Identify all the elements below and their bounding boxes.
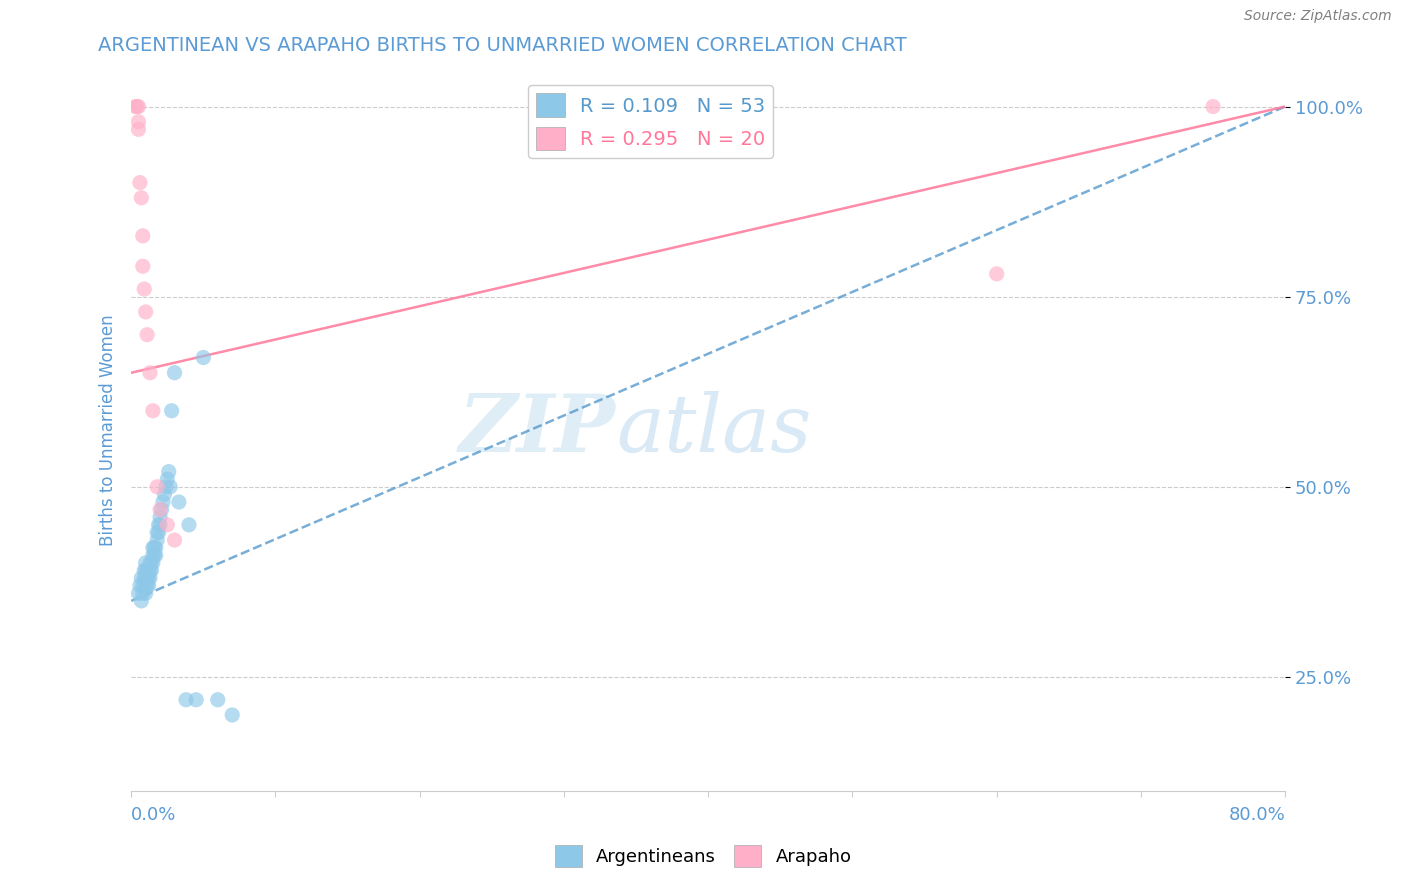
Point bbox=[150, 502, 173, 516]
Y-axis label: Births to Unmarried Women: Births to Unmarried Women bbox=[100, 314, 117, 546]
Point bbox=[148, 517, 170, 532]
Point bbox=[125, 99, 148, 113]
Point bbox=[142, 548, 165, 562]
Point bbox=[153, 487, 176, 501]
Point bbox=[135, 564, 157, 578]
Point bbox=[127, 99, 149, 113]
Point bbox=[138, 564, 160, 578]
Point bbox=[135, 579, 157, 593]
Legend: R = 0.109   N = 53, R = 0.295   N = 20: R = 0.109 N = 53, R = 0.295 N = 20 bbox=[527, 86, 773, 158]
Point bbox=[136, 579, 159, 593]
Point bbox=[143, 548, 166, 562]
Point bbox=[157, 465, 180, 479]
Point bbox=[207, 692, 229, 706]
Point bbox=[134, 571, 156, 585]
Point bbox=[132, 586, 155, 600]
Point bbox=[135, 586, 157, 600]
Point bbox=[136, 327, 159, 342]
Point bbox=[132, 259, 155, 273]
Point bbox=[174, 692, 197, 706]
Point bbox=[143, 541, 166, 555]
Text: Source: ZipAtlas.com: Source: ZipAtlas.com bbox=[1244, 9, 1392, 23]
Point bbox=[136, 564, 159, 578]
Point bbox=[139, 564, 162, 578]
Point bbox=[160, 403, 183, 417]
Point bbox=[127, 114, 149, 128]
Point bbox=[138, 571, 160, 585]
Point bbox=[131, 571, 153, 585]
Text: 0.0%: 0.0% bbox=[131, 806, 177, 824]
Point bbox=[129, 579, 152, 593]
Point bbox=[131, 191, 153, 205]
Point bbox=[149, 502, 172, 516]
Point bbox=[134, 282, 156, 296]
Point bbox=[155, 480, 177, 494]
Point bbox=[124, 99, 146, 113]
Text: atlas: atlas bbox=[616, 391, 811, 468]
Point bbox=[142, 541, 165, 555]
Point bbox=[146, 480, 169, 494]
Point bbox=[127, 586, 149, 600]
Text: 80.0%: 80.0% bbox=[1229, 806, 1285, 824]
Point bbox=[193, 351, 215, 365]
Point bbox=[152, 495, 174, 509]
Point bbox=[149, 517, 172, 532]
Text: ZIP: ZIP bbox=[458, 391, 616, 468]
Point bbox=[135, 305, 157, 319]
Point bbox=[139, 366, 162, 380]
Point bbox=[177, 517, 200, 532]
Point bbox=[131, 594, 153, 608]
Point bbox=[141, 564, 163, 578]
Point bbox=[139, 571, 162, 585]
Point bbox=[1202, 99, 1225, 113]
Point bbox=[136, 571, 159, 585]
Point bbox=[132, 579, 155, 593]
Point bbox=[163, 533, 186, 547]
Point bbox=[142, 403, 165, 417]
Point bbox=[159, 480, 181, 494]
Point bbox=[146, 533, 169, 547]
Point bbox=[135, 556, 157, 570]
Point bbox=[134, 564, 156, 578]
Point bbox=[141, 556, 163, 570]
Point bbox=[986, 267, 1008, 281]
Point bbox=[148, 525, 170, 540]
Point bbox=[149, 510, 172, 524]
Point bbox=[163, 366, 186, 380]
Point bbox=[145, 548, 167, 562]
Legend: Argentineans, Arapaho: Argentineans, Arapaho bbox=[547, 838, 859, 874]
Point bbox=[221, 708, 243, 723]
Point bbox=[156, 517, 179, 532]
Point bbox=[127, 122, 149, 136]
Point bbox=[167, 495, 190, 509]
Point bbox=[139, 556, 162, 570]
Point bbox=[138, 579, 160, 593]
Point bbox=[156, 472, 179, 486]
Point bbox=[142, 556, 165, 570]
Point bbox=[146, 525, 169, 540]
Point bbox=[132, 228, 155, 243]
Point bbox=[135, 571, 157, 585]
Point bbox=[145, 541, 167, 555]
Point bbox=[129, 176, 152, 190]
Point bbox=[186, 692, 208, 706]
Text: ARGENTINEAN VS ARAPAHO BIRTHS TO UNMARRIED WOMEN CORRELATION CHART: ARGENTINEAN VS ARAPAHO BIRTHS TO UNMARRI… bbox=[98, 36, 907, 54]
